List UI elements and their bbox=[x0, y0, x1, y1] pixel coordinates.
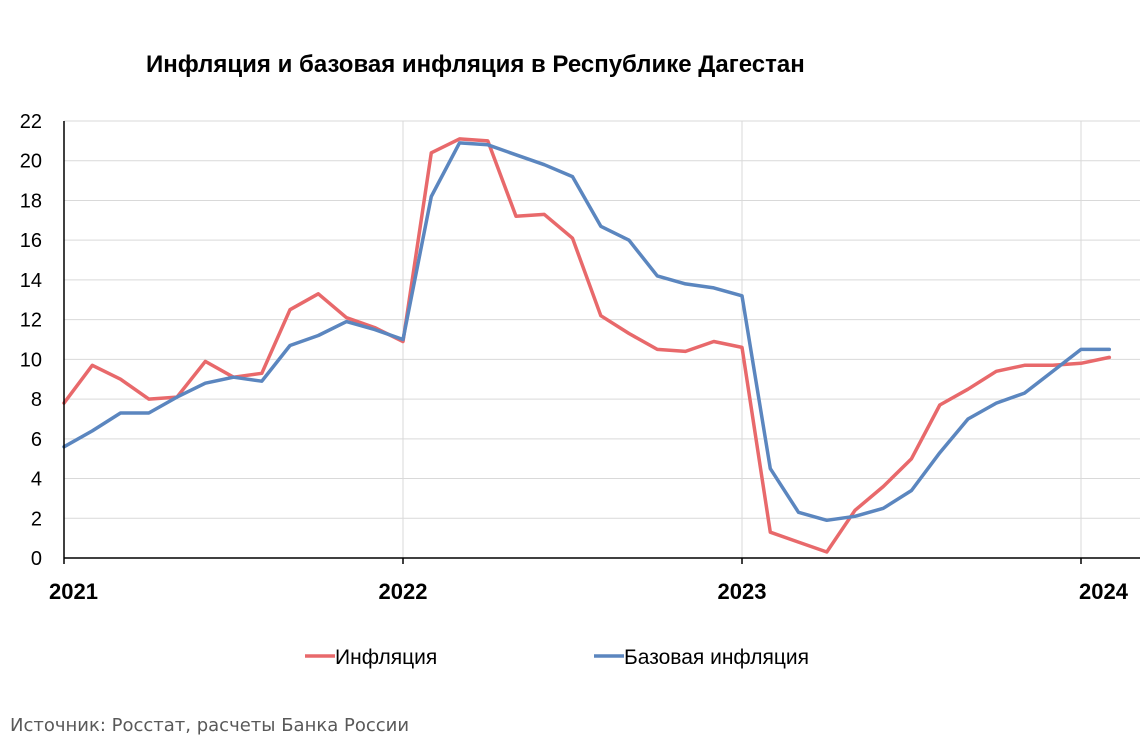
x-tick-label: 2023 bbox=[718, 579, 767, 604]
legend-label: Инфляция bbox=[335, 646, 437, 669]
y-tick-label: 22 bbox=[20, 111, 42, 133]
x-tick-label: 2024 bbox=[1079, 579, 1129, 604]
gridlines bbox=[64, 120, 1140, 558]
y-axis-ticks: 0 2 4 6 8 10 12 14 16 18 20 22 bbox=[20, 111, 42, 570]
y-tick-label: 2 bbox=[31, 508, 42, 530]
y-tick-label: 10 bbox=[20, 349, 42, 371]
chart-title: Инфляция и базовая инфляция в Республике… bbox=[146, 51, 805, 78]
x-tick-label: 2021 bbox=[49, 579, 98, 604]
y-tick-label: 14 bbox=[20, 270, 42, 292]
x-tick-label: 2022 bbox=[379, 579, 428, 604]
y-tick-label: 6 bbox=[31, 429, 42, 451]
y-tick-label: 4 bbox=[31, 469, 42, 491]
series-line-core-inflation bbox=[62, 141, 1112, 523]
y-tick-label: 0 bbox=[31, 548, 42, 570]
source-note: Источник: Росстат, расчеты Банка России bbox=[10, 715, 409, 736]
y-tick-label: 20 bbox=[20, 151, 42, 173]
y-tick-label: 8 bbox=[31, 389, 42, 411]
y-tick-label: 12 bbox=[20, 310, 42, 332]
series-lines bbox=[62, 137, 1112, 554]
y-tick-label: 18 bbox=[20, 190, 42, 212]
y-tick-label: 16 bbox=[20, 230, 42, 252]
x-axis-ticks: 2021 2022 2023 2024 bbox=[49, 558, 1129, 604]
legend-label: Базовая инфляция bbox=[624, 646, 809, 669]
legend: Инфляция Базовая инфляция bbox=[305, 646, 809, 669]
